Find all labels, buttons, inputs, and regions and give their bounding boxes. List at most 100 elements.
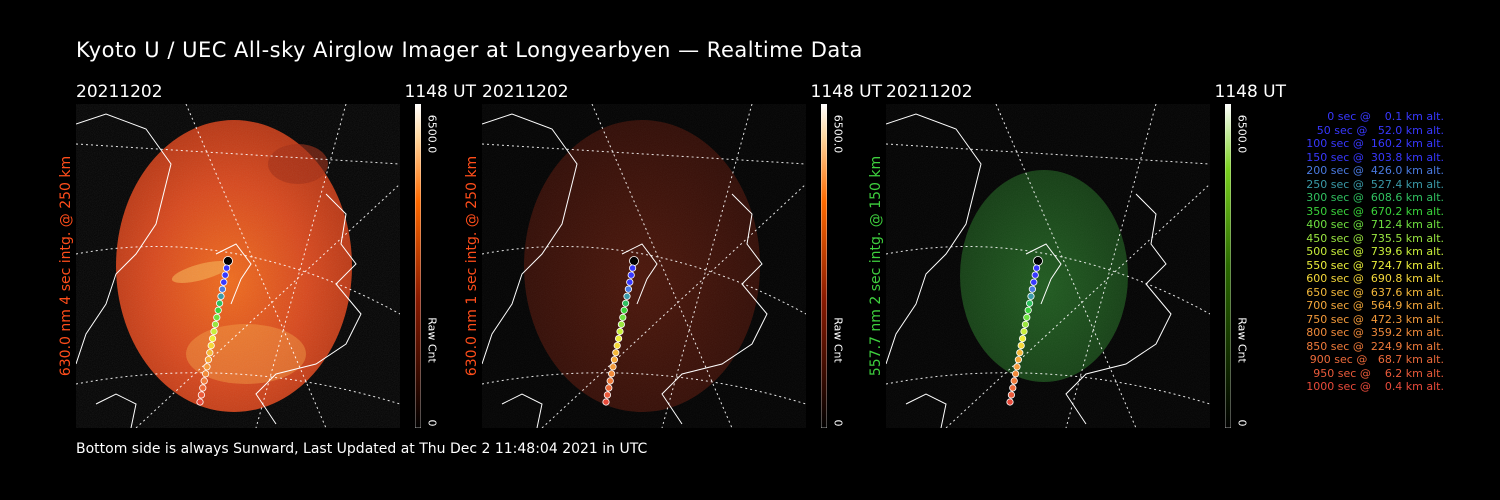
legend-row: 350 sec @ 670.2 km alt.: [1302, 204, 1444, 218]
trajectory-dot: [620, 306, 628, 314]
trajectory-dot: [196, 398, 204, 406]
trajectory-dot: [1019, 335, 1027, 343]
colorbar: [415, 104, 421, 428]
trajectory-dot: [616, 327, 624, 336]
trajectory-dot: [608, 370, 616, 378]
airglow-panel-630-4s: 20211202 1148 UT 630.0 nm 4 sec intg. @ …: [58, 82, 476, 428]
trajectory-dot: [202, 370, 210, 378]
legend-row: 600 sec @ 690.8 km alt.: [1302, 272, 1444, 285]
trajectory-dot: [216, 299, 224, 307]
trajectory-dot: [1033, 264, 1041, 272]
trajectory-dot: [1017, 342, 1025, 350]
trajectory-dot: [207, 342, 215, 350]
airglow-panel-630-1s: 20211202 1148 UT 630.0 nm 1 sec intg. @ …: [464, 82, 883, 428]
trajectory-dot: [1014, 356, 1022, 364]
trajectory-dot: [1024, 306, 1032, 314]
trajectory-dot: [1021, 320, 1029, 328]
trajectory-dot: [218, 285, 226, 293]
trajectory-dot: [1009, 384, 1017, 392]
legend-row: 750 sec @ 472.3 km alt.: [1302, 312, 1444, 326]
trajectory-dot: [605, 384, 613, 392]
trajectory-dot: [627, 271, 635, 279]
trajectory-dot: [203, 363, 211, 371]
trajectory-dot: [615, 335, 623, 343]
legend-row: 150 sec @ 303.8 km alt.: [1302, 150, 1444, 164]
legend-row: 800 sec @ 359.2 km alt.: [1302, 326, 1444, 339]
legend-row: 400 sec @ 712.4 km alt.: [1302, 218, 1444, 231]
trajectory-dot: [606, 377, 614, 385]
airglow-panel-557-2s: 20211202 1148 UT 557.7 nm 2 sec intg. @ …: [868, 82, 1287, 428]
trajectory-dot: [609, 363, 617, 371]
trajectory-legend: 0 sec @ 0.1 km alt. 50 sec @ 52.0 km alt…: [1258, 110, 1444, 394]
legend-row: 700 sec @ 564.9 km alt.: [1302, 299, 1444, 312]
panel-date: 20211202: [76, 82, 163, 102]
footer-note: Bottom side is always Sunward, Last Upda…: [76, 441, 648, 457]
trajectory-dot: [1023, 313, 1031, 321]
trajectory-dot: [200, 377, 208, 385]
trajectory-dot: [626, 278, 634, 286]
legend-row: 1000 sec @ 0.4 km alt.: [1306, 380, 1444, 393]
trajectory-dot: [211, 320, 219, 328]
trajectory-dot: [624, 285, 632, 293]
legend-row: 650 sec @ 637.6 km alt.: [1302, 285, 1444, 299]
legend-row: 850 sec @ 224.9 km alt.: [1302, 339, 1444, 353]
trajectory-dot: [619, 313, 627, 321]
trajectory-dot: [206, 349, 214, 357]
trajectory-dot: [209, 335, 217, 343]
trajectory-dot: [1028, 285, 1036, 293]
legend-row: 950 sec @ 6.2 km alt.: [1309, 366, 1444, 380]
trajectory-dot: [610, 356, 618, 364]
trajectory-dot: [1013, 363, 1021, 371]
trajectory-dot: [1033, 256, 1043, 266]
trajectory-dot: [1026, 299, 1034, 307]
allsky-image: [482, 104, 806, 428]
legend-row: 500 sec @ 739.6 km alt.: [1302, 245, 1444, 258]
trajectory-dot: [220, 278, 228, 286]
legend-row: 100 sec @ 160.2 km alt.: [1302, 137, 1444, 150]
trajectory-dot: [623, 292, 631, 300]
trajectory-dot: [622, 299, 630, 307]
trajectory-dot: [603, 391, 612, 399]
trajectory-dot: [213, 313, 221, 321]
panel-time: 1148 UT: [1214, 82, 1287, 102]
legend-row: 550 sec @ 724.7 km alt.: [1302, 258, 1444, 272]
legend-row: 50 sec @ 52.0 km alt.: [1309, 123, 1444, 137]
colorbar: [821, 104, 827, 428]
panel-date: 20211202: [482, 82, 569, 102]
legend-row: 200 sec @ 426.0 km alt.: [1302, 164, 1444, 177]
legend-row: 450 sec @ 735.5 km alt.: [1302, 231, 1444, 245]
trajectory-dot: [223, 256, 233, 266]
trajectory-dot: [1012, 370, 1020, 378]
allsky-image: [886, 104, 1210, 428]
trajectory-dot: [617, 320, 625, 328]
trajectory-dot: [1020, 327, 1028, 336]
trajectory-dot: [197, 391, 206, 399]
panel-time: 1148 UT: [810, 82, 883, 102]
trajectory-dot: [612, 349, 620, 357]
trajectory-dot: [199, 384, 207, 392]
legend-row: 250 sec @ 527.4 km alt.: [1302, 177, 1444, 191]
page-title: Kyoto U / UEC All-sky Airglow Imager at …: [76, 38, 863, 62]
trajectory-dot: [221, 271, 229, 279]
trajectory-dot: [1016, 349, 1024, 357]
trajectory-dot: [1007, 391, 1016, 399]
panel-date: 20211202: [886, 82, 973, 102]
trajectory-dot: [1027, 292, 1035, 300]
trajectory-dot: [629, 256, 639, 266]
trajectory-dot: [1010, 377, 1018, 385]
trajectory-dot: [210, 327, 218, 336]
trajectory-dot: [204, 356, 212, 364]
legend-row: 300 sec @ 608.6 km alt.: [1302, 191, 1444, 204]
trajectory-dot: [629, 264, 637, 272]
trajectory-dot: [613, 342, 621, 350]
trajectory-dot: [1006, 398, 1014, 406]
legend-row: 900 sec @ 68.7 km alt.: [1306, 353, 1444, 366]
legend-row: 0 sec @ 0.1 km alt.: [1316, 110, 1444, 123]
trajectory-dot: [1030, 278, 1038, 286]
trajectory-dot: [602, 398, 610, 406]
trajectory-dot: [214, 306, 222, 314]
allsky-image: [76, 104, 400, 428]
colorbar: [1225, 104, 1231, 428]
trajectory-dot: [223, 264, 231, 272]
trajectory-dot: [217, 292, 225, 300]
